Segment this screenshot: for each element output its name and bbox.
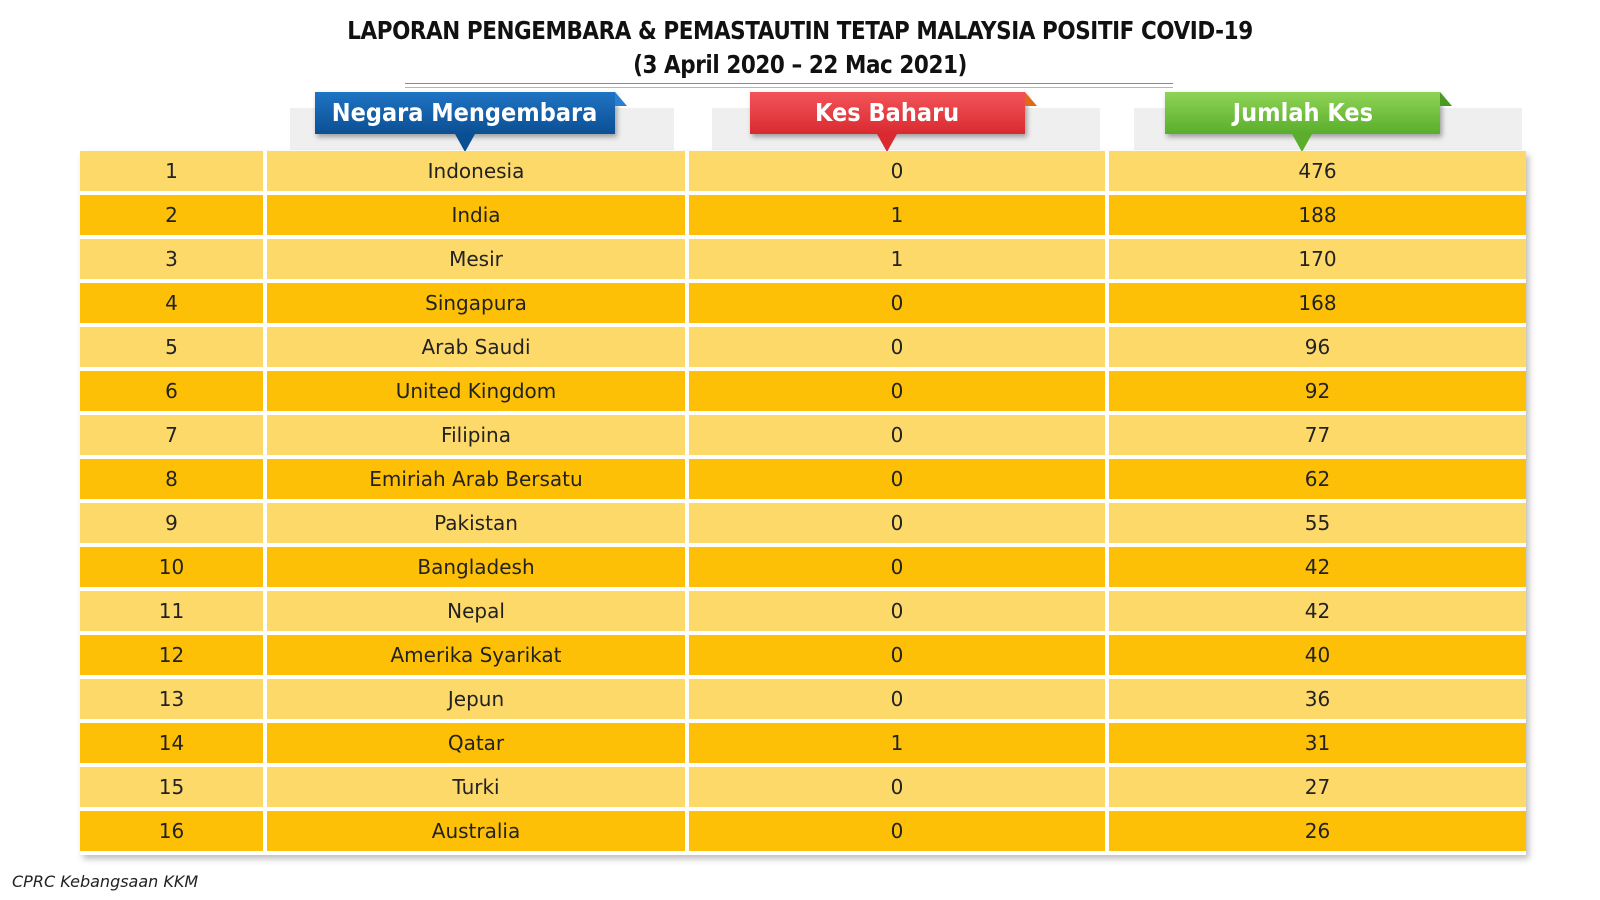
row-number: 7 bbox=[80, 415, 267, 459]
header-new-cases-label: Kes Baharu bbox=[815, 98, 960, 127]
row-country: Bangladesh bbox=[267, 547, 689, 591]
row-total-cases: 96 bbox=[1109, 327, 1526, 371]
row-number: 16 bbox=[80, 811, 267, 855]
row-number: 6 bbox=[80, 371, 267, 415]
row-total-cases: 476 bbox=[1109, 151, 1526, 195]
header-country-pointer bbox=[455, 134, 475, 152]
table-row: 11 Nepal 0 42 bbox=[80, 591, 1526, 635]
header-total-cases-pointer bbox=[1292, 134, 1312, 152]
row-number: 11 bbox=[80, 591, 267, 635]
row-new-cases: 1 bbox=[689, 723, 1109, 767]
row-country: Amerika Syarikat bbox=[267, 635, 689, 679]
table-row: 12 Amerika Syarikat 0 40 bbox=[80, 635, 1526, 679]
header-total-cases-label: Jumlah Kes bbox=[1232, 98, 1373, 127]
row-number: 1 bbox=[80, 151, 267, 195]
title-line-2: (3 April 2020 – 22 Mac 2021) bbox=[633, 50, 967, 79]
row-new-cases: 1 bbox=[689, 239, 1109, 283]
row-country: Turki bbox=[267, 767, 689, 811]
row-new-cases: 0 bbox=[689, 283, 1109, 327]
page-title: LAPORAN PENGEMBARA & PEMASTAUTIN TETAP M… bbox=[0, 14, 1600, 82]
header-total-cases: Jumlah Kes bbox=[1165, 92, 1440, 134]
row-number: 2 bbox=[80, 195, 267, 239]
table-row: 7 Filipina 0 77 bbox=[80, 415, 1526, 459]
row-total-cases: 31 bbox=[1109, 723, 1526, 767]
row-country: Filipina bbox=[267, 415, 689, 459]
row-total-cases: 188 bbox=[1109, 195, 1526, 239]
row-new-cases: 1 bbox=[689, 195, 1109, 239]
table-row: 4 Singapura 0 168 bbox=[80, 283, 1526, 327]
row-total-cases: 26 bbox=[1109, 811, 1526, 855]
header-country-fold bbox=[615, 92, 627, 106]
row-total-cases: 77 bbox=[1109, 415, 1526, 459]
row-total-cases: 170 bbox=[1109, 239, 1526, 283]
cases-table: 1 Indonesia 0 476 2 India 1 188 3 Mesir 1 170 4 Singa… bbox=[80, 151, 1526, 855]
row-total-cases: 168 bbox=[1109, 283, 1526, 327]
row-new-cases: 0 bbox=[689, 151, 1109, 195]
row-total-cases: 40 bbox=[1109, 635, 1526, 679]
source-credit: CPRC Kebangsaan KKM bbox=[12, 872, 199, 891]
row-new-cases: 0 bbox=[689, 415, 1109, 459]
header-total-cases-fold bbox=[1440, 92, 1452, 106]
row-country: India bbox=[267, 195, 689, 239]
row-country: Pakistan bbox=[267, 503, 689, 547]
title-divider bbox=[405, 83, 1173, 88]
row-new-cases: 0 bbox=[689, 591, 1109, 635]
row-total-cases: 42 bbox=[1109, 547, 1526, 591]
table-row: 1 Indonesia 0 476 bbox=[80, 151, 1526, 195]
header-country-label: Negara Mengembara bbox=[332, 98, 598, 127]
row-number: 15 bbox=[80, 767, 267, 811]
row-number: 12 bbox=[80, 635, 267, 679]
row-number: 14 bbox=[80, 723, 267, 767]
row-country: Mesir bbox=[267, 239, 689, 283]
row-country: Emiriah Arab Bersatu bbox=[267, 459, 689, 503]
row-total-cases: 92 bbox=[1109, 371, 1526, 415]
row-country: Jepun bbox=[267, 679, 689, 723]
row-total-cases: 62 bbox=[1109, 459, 1526, 503]
table-row: 8 Emiriah Arab Bersatu 0 62 bbox=[80, 459, 1526, 503]
row-number: 9 bbox=[80, 503, 267, 547]
table-row: 15 Turki 0 27 bbox=[80, 767, 1526, 811]
row-new-cases: 0 bbox=[689, 811, 1109, 855]
row-total-cases: 36 bbox=[1109, 679, 1526, 723]
row-country: Qatar bbox=[267, 723, 689, 767]
table-row: 3 Mesir 1 170 bbox=[80, 239, 1526, 283]
row-country: Singapura bbox=[267, 283, 689, 327]
row-new-cases: 0 bbox=[689, 767, 1109, 811]
row-total-cases: 27 bbox=[1109, 767, 1526, 811]
header-country: Negara Mengembara bbox=[315, 92, 615, 134]
table-row: 14 Qatar 1 31 bbox=[80, 723, 1526, 767]
table-row: 6 United Kingdom 0 92 bbox=[80, 371, 1526, 415]
row-number: 5 bbox=[80, 327, 267, 371]
row-new-cases: 0 bbox=[689, 503, 1109, 547]
row-new-cases: 0 bbox=[689, 547, 1109, 591]
row-total-cases: 55 bbox=[1109, 503, 1526, 547]
header-new-cases-fold bbox=[1025, 92, 1037, 106]
row-number: 13 bbox=[80, 679, 267, 723]
row-total-cases: 42 bbox=[1109, 591, 1526, 635]
row-country: Arab Saudi bbox=[267, 327, 689, 371]
row-country: United Kingdom bbox=[267, 371, 689, 415]
row-number: 8 bbox=[80, 459, 267, 503]
row-number: 4 bbox=[80, 283, 267, 327]
row-new-cases: 0 bbox=[689, 327, 1109, 371]
table-row: 13 Jepun 0 36 bbox=[80, 679, 1526, 723]
table-row: 9 Pakistan 0 55 bbox=[80, 503, 1526, 547]
header-new-cases: Kes Baharu bbox=[750, 92, 1025, 134]
table-row: 5 Arab Saudi 0 96 bbox=[80, 327, 1526, 371]
row-new-cases: 0 bbox=[689, 459, 1109, 503]
table-row: 16 Australia 0 26 bbox=[80, 811, 1526, 855]
header-new-cases-pointer bbox=[877, 134, 897, 152]
row-new-cases: 0 bbox=[689, 371, 1109, 415]
row-new-cases: 0 bbox=[689, 635, 1109, 679]
table-row: 2 India 1 188 bbox=[80, 195, 1526, 239]
table-row: 10 Bangladesh 0 42 bbox=[80, 547, 1526, 591]
row-country: Australia bbox=[267, 811, 689, 855]
row-number: 3 bbox=[80, 239, 267, 283]
title-line-1: LAPORAN PENGEMBARA & PEMASTAUTIN TETAP M… bbox=[347, 16, 1253, 45]
row-new-cases: 0 bbox=[689, 679, 1109, 723]
row-number: 10 bbox=[80, 547, 267, 591]
row-country: Nepal bbox=[267, 591, 689, 635]
row-country: Indonesia bbox=[267, 151, 689, 195]
